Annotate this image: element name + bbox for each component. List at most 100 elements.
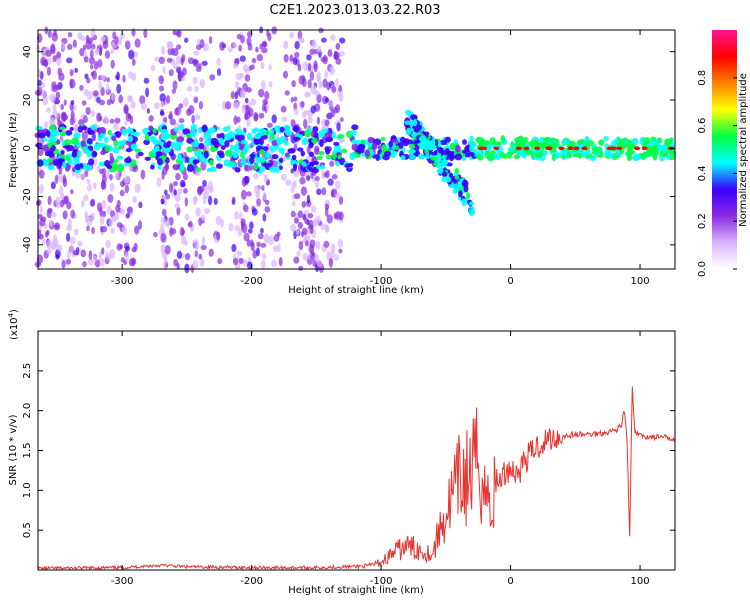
signal-mark <box>643 137 651 145</box>
signal-mark <box>591 146 599 153</box>
spectral-mark <box>177 187 183 195</box>
spectral-mark <box>106 99 112 106</box>
spectral-mark <box>72 39 77 48</box>
signal-mark <box>80 140 86 148</box>
spectral-mark <box>40 70 44 80</box>
signal-mark <box>321 128 329 133</box>
spectral-mark <box>45 49 52 57</box>
spectral-mark <box>93 182 97 190</box>
signal-mark <box>315 164 321 170</box>
signal-mark <box>507 150 512 159</box>
spectral-mark <box>55 91 61 100</box>
signal-mark <box>227 131 235 139</box>
spectral-mark <box>290 119 296 128</box>
drift-mark <box>404 120 412 126</box>
spectral-mark <box>123 175 130 184</box>
spectral-mark <box>81 130 88 141</box>
signal-mark <box>475 136 483 144</box>
signal-mark <box>152 127 157 134</box>
spectral-mark <box>66 57 73 64</box>
spectral-mark <box>242 204 249 213</box>
spectral-mark <box>160 244 166 254</box>
signal-mark <box>179 163 185 171</box>
spectral-mark <box>119 208 126 215</box>
y-tick-label: 2.0 <box>22 403 33 419</box>
signal-mark <box>316 155 323 161</box>
spectral-mark <box>249 221 254 230</box>
spectral-mark <box>63 99 67 106</box>
spectral-mark <box>335 42 341 51</box>
spectral-mark <box>85 40 92 50</box>
signal-mark <box>497 141 502 146</box>
spectral-mark <box>199 78 206 89</box>
signal-mark <box>500 135 506 143</box>
signal-mark <box>176 136 185 143</box>
signal-mark <box>259 137 265 146</box>
snr-scale-label: (x104) <box>7 309 20 340</box>
spectral-mark <box>138 201 143 209</box>
spectral-mark <box>56 51 62 60</box>
signal-mark <box>65 129 73 136</box>
spectral-mark <box>118 94 124 104</box>
spectral-mark <box>72 249 79 256</box>
spectral-mark <box>309 239 316 249</box>
spectral-mark <box>43 121 49 129</box>
spectral-mark <box>116 83 122 94</box>
signal-mark <box>278 157 284 163</box>
spectral-mark <box>259 43 264 50</box>
colorbar-tick-label: 0.0 <box>697 261 708 277</box>
spectral-mark <box>131 257 136 267</box>
spectral-mark <box>274 132 280 139</box>
drift-mark <box>468 201 474 206</box>
spectral-mark <box>188 220 193 228</box>
signal-mark <box>333 141 340 146</box>
spectral-mark <box>327 178 334 186</box>
signal-mark <box>301 137 309 146</box>
spectral-mark <box>46 229 50 236</box>
signal-mark <box>240 139 248 145</box>
spectral-mark <box>329 249 335 259</box>
spectral-mark <box>232 63 239 69</box>
spectral-mark <box>250 98 257 106</box>
spectral-mark <box>255 46 259 53</box>
signal-mark <box>653 139 659 145</box>
signal-mark <box>278 147 285 153</box>
spectral-mark <box>182 173 188 181</box>
spectral-mark <box>47 57 52 65</box>
signal-mark <box>492 141 499 146</box>
spectral-mark <box>215 215 222 226</box>
signal-mark <box>270 133 275 140</box>
spectral-mark <box>337 238 343 248</box>
spectral-mark <box>60 42 65 51</box>
drift-mark <box>436 157 442 163</box>
spectral-mark <box>178 103 184 109</box>
spectral-mark <box>201 235 206 246</box>
colorbar-tick-label: 0.6 <box>697 118 708 134</box>
drift-mark <box>409 114 417 121</box>
spectral-mark <box>264 199 270 206</box>
spectral-mark <box>325 225 330 233</box>
signal-mark <box>216 133 222 139</box>
signal-mark <box>240 158 247 167</box>
spectral-mark <box>324 69 328 79</box>
spectral-mark <box>107 193 114 203</box>
spectral-mark <box>169 182 174 193</box>
spectral-mark <box>163 116 168 123</box>
spectral-mark <box>280 105 287 113</box>
spectral-mark <box>74 123 79 133</box>
spectral-mark <box>232 258 239 266</box>
spectral-mark <box>234 91 239 100</box>
spectral-mark <box>119 189 125 197</box>
spectrogram-y-ticks: -40 -20 0 20 40 <box>22 45 675 253</box>
y-tick-label: -20 <box>22 188 33 204</box>
spectral-mark <box>193 196 198 206</box>
spectral-mark <box>174 107 180 116</box>
spectral-mark <box>201 60 208 66</box>
spectral-mark <box>260 259 266 269</box>
spectral-mark <box>202 195 207 205</box>
spectral-mark <box>334 78 339 87</box>
drift-mark <box>461 198 467 207</box>
spectral-mark <box>52 234 58 244</box>
signal-mark <box>284 152 290 158</box>
spectral-mark <box>67 43 73 51</box>
